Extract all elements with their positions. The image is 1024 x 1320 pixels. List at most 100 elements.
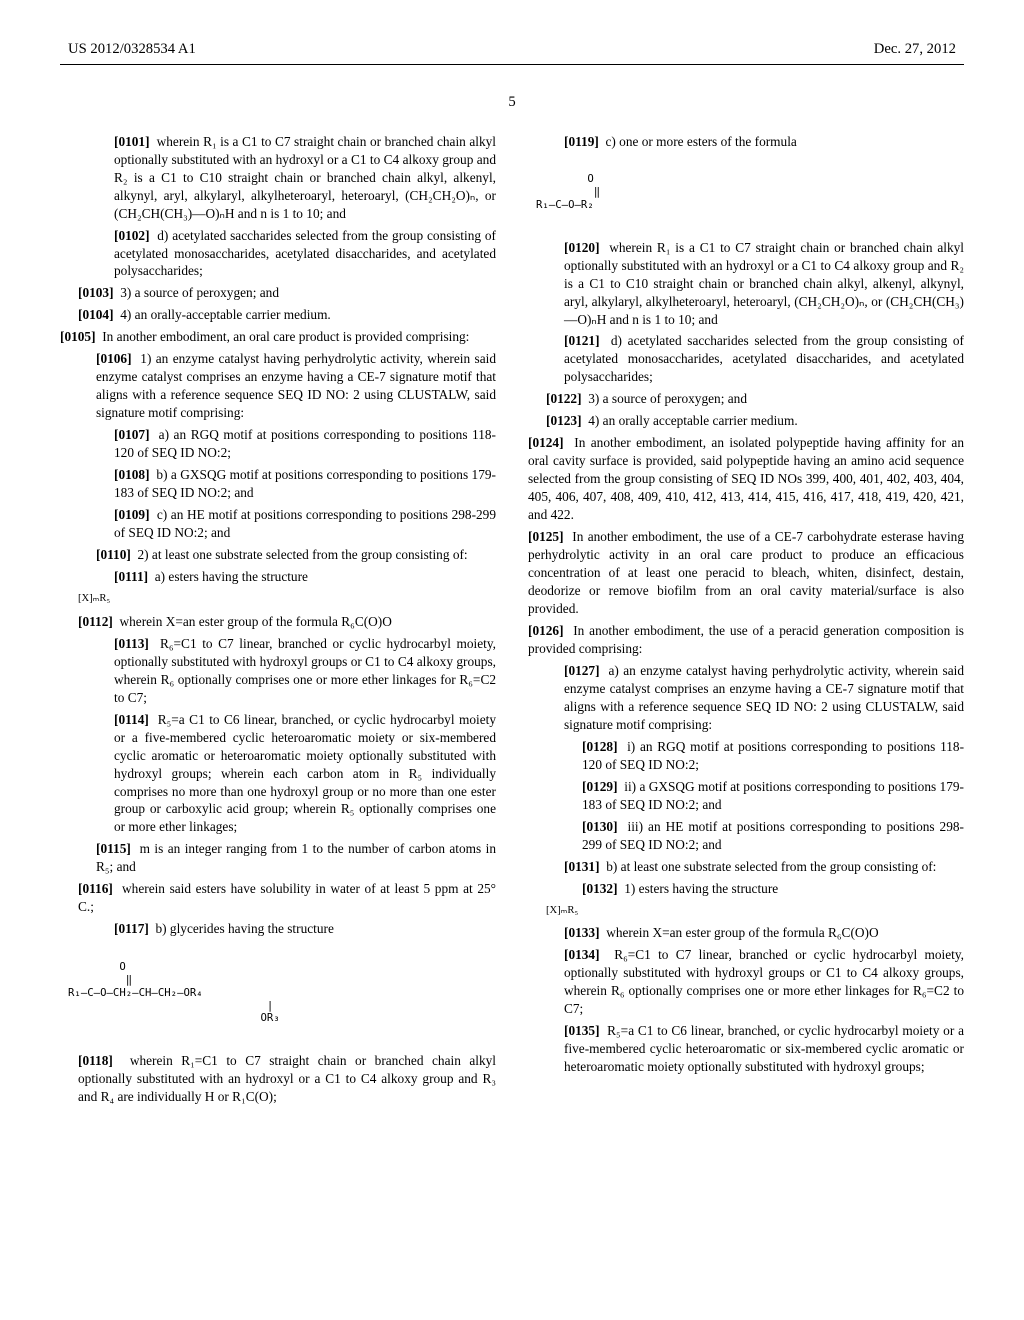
para-num: [0135] (564, 1023, 600, 1038)
para-0105: [0105] In another embodiment, an oral ca… (60, 328, 496, 346)
para-text: iii) an HE motif at positions correspond… (582, 819, 964, 852)
para-num: [0106] (96, 351, 132, 366)
para-0125: [0125] In another embodiment, the use of… (528, 528, 964, 618)
para-0123: [0123] 4) an orally acceptable carrier m… (528, 412, 964, 430)
para-0129: [0129] ii) a GXSQG motif at positions co… (528, 778, 964, 814)
para-text: wherein R₁ is a C1 to C7 straight chain … (114, 134, 496, 221)
para-num: [0134] (564, 947, 600, 962)
para-text: In another embodiment, an oral care prod… (102, 329, 469, 344)
para-0118: [0118] wherein R₁=C1 to C7 straight chai… (60, 1052, 496, 1106)
para-text: wherein R₁ is a C1 to C7 straight chain … (564, 240, 964, 327)
para-num: [0116] (78, 881, 113, 896)
formula-ester: O ‖ R₁—C—O—R₂ (528, 161, 964, 225)
para-0113: [0113] R₆=C1 to C7 linear, branched or c… (60, 635, 496, 707)
para-num: [0109] (114, 507, 150, 522)
para-num: [0123] (546, 413, 582, 428)
para-0110: [0110] 2) at least one substrate selecte… (60, 546, 496, 564)
formula-xmr5-a: [X]ₘR₅ (60, 592, 496, 606)
para-num: [0133] (564, 925, 600, 940)
para-text: R₅=a C1 to C6 linear, branched, or cycli… (564, 1023, 964, 1074)
para-text: d) acetylated saccharides selected from … (114, 228, 496, 279)
para-text: b) a GXSQG motif at positions correspond… (114, 467, 496, 500)
para-0111: [0111] a) esters having the structure (60, 568, 496, 586)
formula-line: O (68, 960, 126, 973)
para-0127: [0127] a) an enzyme catalyst having perh… (528, 662, 964, 734)
para-num: [0111] (114, 569, 148, 584)
publication-number: US 2012/0328534 A1 (68, 40, 196, 60)
para-0102: [0102] d) acetylated saccharides selecte… (60, 227, 496, 281)
para-text: In another embodiment, the use of a pera… (528, 623, 964, 656)
para-0126: [0126] In another embodiment, the use of… (528, 622, 964, 658)
para-0134: [0134] R₆=C1 to C7 linear, branched or c… (528, 946, 964, 1018)
para-0103: [0103] 3) a source of peroxygen; and (60, 284, 496, 302)
para-0109: [0109] c) an HE motif at positions corre… (60, 506, 496, 542)
formula-xmr5-b: [X]ₘR₅ (528, 904, 964, 918)
para-num: [0125] (528, 529, 564, 544)
para-num: [0128] (582, 739, 618, 754)
para-num: [0113] (114, 636, 149, 651)
para-num: [0124] (528, 435, 564, 450)
para-text: 4) an orally acceptable carrier medium. (588, 413, 797, 428)
para-text: m is an integer ranging from 1 to the nu… (96, 841, 496, 874)
para-num: [0110] (96, 547, 131, 562)
publication-date: Dec. 27, 2012 (874, 40, 956, 60)
para-num: [0101] (114, 134, 150, 149)
para-text: i) an RGQ motif at positions correspondi… (582, 739, 964, 772)
para-num: [0129] (582, 779, 618, 794)
para-0119: [0119] c) one or more esters of the form… (528, 133, 964, 151)
para-text: 1) esters having the structure (624, 881, 778, 896)
para-text: a) esters having the structure (155, 569, 308, 584)
para-text: 3) a source of peroxygen; and (588, 391, 747, 406)
left-column: [0101] wherein R₁ is a C1 to C7 straight… (60, 133, 496, 1110)
formula-line: R₁—C—O—R₂ (536, 198, 594, 211)
para-num: [0117] (114, 921, 149, 936)
para-text: b) at least one substrate selected from … (606, 859, 936, 874)
para-text: a) an enzyme catalyst having perhydrolyt… (564, 663, 964, 732)
para-num: [0121] (564, 333, 600, 348)
formula-line: R₁—C—O—CH₂—CH—CH₂—OR₄ (68, 986, 203, 999)
para-num: [0119] (564, 134, 599, 149)
para-num: [0118] (78, 1053, 113, 1068)
para-num: [0104] (78, 307, 114, 322)
para-text: R₆=C1 to C7 linear, branched or cyclic h… (114, 636, 496, 705)
para-0101: [0101] wherein R₁ is a C1 to C7 straight… (60, 133, 496, 223)
para-0115: [0115] m is an integer ranging from 1 to… (60, 840, 496, 876)
para-0133: [0133] wherein X=an ester group of the f… (528, 924, 964, 942)
right-column: [0119] c) one or more esters of the form… (528, 133, 964, 1110)
para-text: 2) at least one substrate selected from … (137, 547, 467, 562)
para-text: 4) an orally-acceptable carrier medium. (120, 307, 331, 322)
para-0135: [0135] R₅=a C1 to C6 linear, branched, o… (528, 1022, 964, 1076)
para-text: b) glycerides having the structure (155, 921, 333, 936)
para-num: [0122] (546, 391, 582, 406)
para-0106: [0106] 1) an enzyme catalyst having perh… (60, 350, 496, 422)
para-text: In another embodiment, an isolated polyp… (528, 435, 964, 522)
para-0112: [0112] wherein X=an ester group of the f… (60, 613, 496, 631)
para-text: wherein said esters have solubility in w… (78, 881, 496, 914)
para-num: [0114] (114, 712, 149, 727)
para-text: wherein X=an ester group of the formula … (606, 925, 878, 940)
formula-line: OR₃ (68, 1011, 280, 1024)
para-0104: [0104] 4) an orally-acceptable carrier m… (60, 306, 496, 324)
formula-line: O (536, 172, 594, 185)
para-num: [0115] (96, 841, 131, 856)
para-0128: [0128] i) an RGQ motif at positions corr… (528, 738, 964, 774)
para-text: ii) a GXSQG motif at positions correspon… (582, 779, 964, 812)
para-0132: [0132] 1) esters having the structure (528, 880, 964, 898)
para-0124: [0124] In another embodiment, an isolate… (528, 434, 964, 524)
para-0107: [0107] a) an RGQ motif at positions corr… (60, 426, 496, 462)
para-text: 3) a source of peroxygen; and (120, 285, 279, 300)
para-0131: [0131] b) at least one substrate selecte… (528, 858, 964, 876)
para-text: wherein X=an ester group of the formula … (119, 614, 391, 629)
para-0130: [0130] iii) an HE motif at positions cor… (528, 818, 964, 854)
para-0116: [0116] wherein said esters have solubili… (60, 880, 496, 916)
para-num: [0103] (78, 285, 114, 300)
formula-line: | (68, 999, 273, 1012)
para-text: a) an RGQ motif at positions correspondi… (114, 427, 496, 460)
para-0114: [0114] R₅=a C1 to C6 linear, branched, o… (60, 711, 496, 837)
para-num: [0108] (114, 467, 150, 482)
para-num: [0105] (60, 329, 96, 344)
formula-glyceride: O ‖ R₁—C—O—CH₂—CH—CH₂—OR₄ | OR₃ (60, 948, 496, 1038)
formula-line: ‖ (536, 185, 600, 198)
para-0108: [0108] b) a GXSQG motif at positions cor… (60, 466, 496, 502)
para-num: [0102] (114, 228, 150, 243)
